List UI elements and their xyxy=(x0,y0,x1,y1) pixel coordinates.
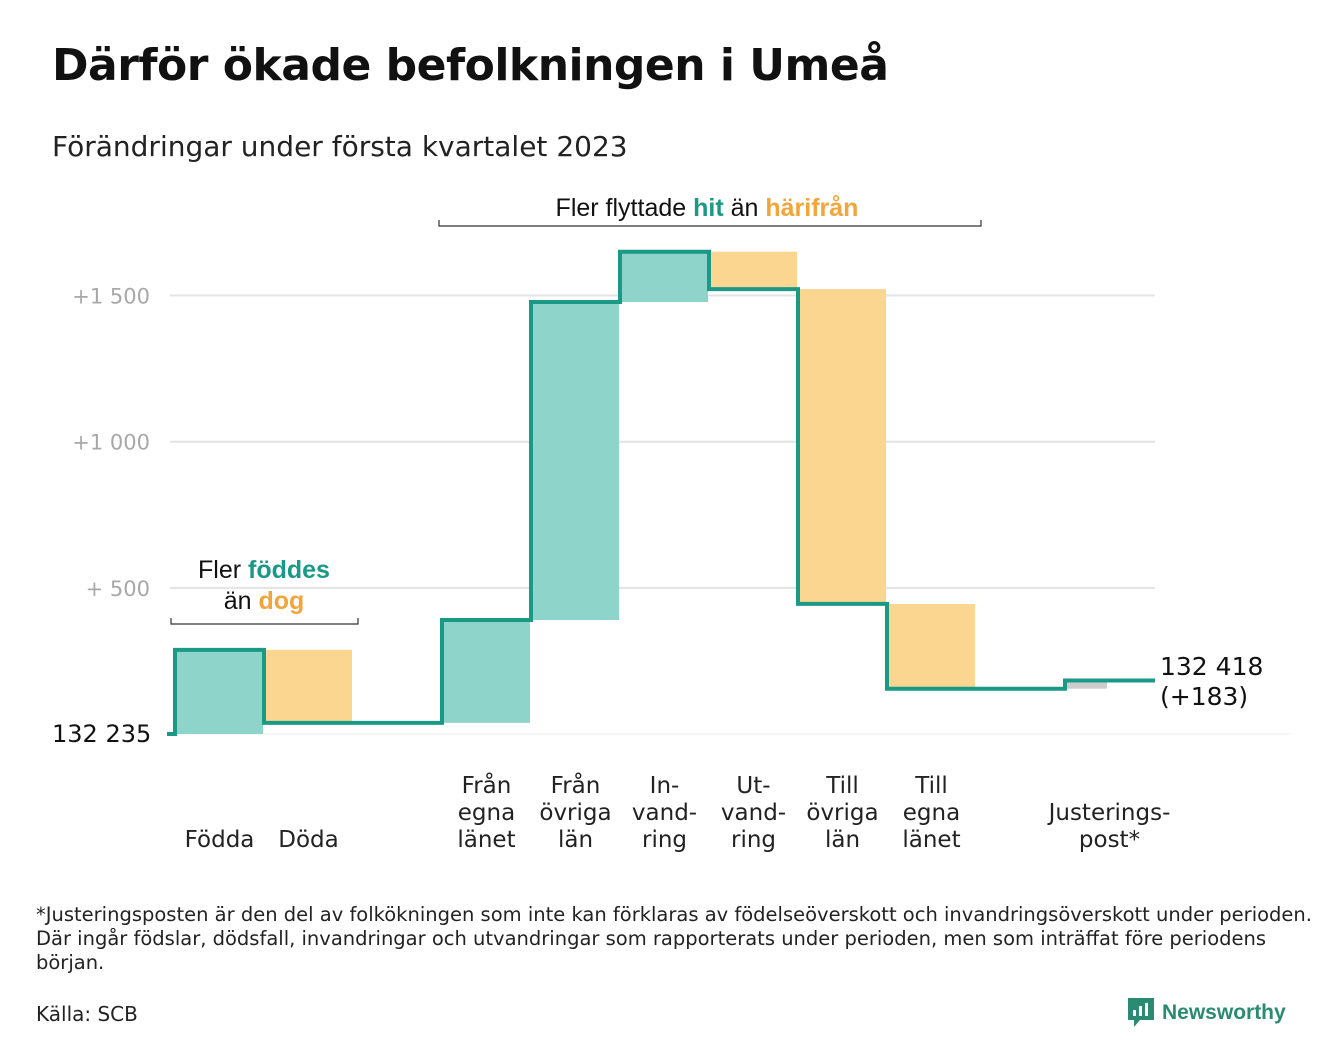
bar-increase xyxy=(531,301,619,621)
footnote: *Justeringsposten är den del av folkökni… xyxy=(36,903,1312,974)
annotation-segment-from: dog xyxy=(258,587,304,615)
bar-decrease xyxy=(709,251,797,290)
category-label: Till xyxy=(914,773,948,799)
bar-increase xyxy=(442,620,530,723)
category-label: vand- xyxy=(721,800,786,826)
category-label: övriga xyxy=(539,800,611,826)
baseline-label: 132 235 xyxy=(52,720,151,748)
category-label: egna xyxy=(903,800,960,826)
step-line xyxy=(167,249,1155,736)
annotation-migration-line: Fler flyttade hit än härifrån xyxy=(556,194,859,222)
annotation-segment-plain: Fler xyxy=(198,556,248,584)
end-change-label: (+183) xyxy=(1160,682,1248,711)
chart-title: Därför ökade befolkningen i Umeå xyxy=(52,40,889,91)
source-label: Källa: SCB xyxy=(36,1002,138,1026)
bar-decrease xyxy=(887,603,975,689)
bar-increase xyxy=(620,251,708,302)
bar-decrease xyxy=(798,289,886,604)
category-label: Födda xyxy=(185,827,255,853)
y-tick-label: + 500 xyxy=(86,577,150,601)
bar-decrease xyxy=(264,649,352,723)
brand-name: Newsworthy xyxy=(1162,1001,1286,1024)
annotation-segment-plain: än xyxy=(724,194,766,222)
brand-logo: Newsworthy xyxy=(1128,998,1286,1028)
bars xyxy=(175,251,1107,734)
category-label: Ut- xyxy=(736,773,770,799)
end-value-label: 132 418 xyxy=(1160,652,1263,681)
y-tick-label: +1 500 xyxy=(72,285,150,309)
annotation-segment-plain: än xyxy=(224,587,259,615)
annotation-births-line: Fler föddes xyxy=(198,556,330,584)
category-label: ring xyxy=(731,827,776,853)
annotation-segment-hit: hit xyxy=(693,194,724,222)
annotation-segment-from: härifrån xyxy=(765,194,858,222)
category-label: län xyxy=(558,827,593,853)
category-label: Döda xyxy=(278,827,338,853)
annotation-migration-bracket xyxy=(438,220,982,227)
category-label: In- xyxy=(650,773,680,799)
category-label: länet xyxy=(902,827,960,853)
newsworthy-logo-icon xyxy=(1128,998,1154,1027)
chart-subtitle: Förändringar under första kvartalet 2023 xyxy=(52,130,628,163)
category-label: län xyxy=(825,827,860,853)
category-label: övriga xyxy=(806,800,878,826)
step-line-group xyxy=(167,249,1155,736)
category-label: vand- xyxy=(632,800,697,826)
category-label: Från xyxy=(551,771,601,799)
category-label: Justerings- xyxy=(1047,800,1171,826)
category-label: ring xyxy=(642,827,687,853)
bar-adjustment xyxy=(1067,680,1107,689)
annotation-births-line: än dog xyxy=(224,587,305,615)
category-label: Till xyxy=(825,773,859,799)
y-tick-label: +1 000 xyxy=(72,431,150,455)
annotation-segment-hit: föddes xyxy=(248,556,330,584)
category-label: post* xyxy=(1079,827,1140,853)
category-label: egna xyxy=(458,800,515,826)
annotation-segment-plain: Fler flyttade xyxy=(556,194,694,222)
category-label: Från xyxy=(462,771,512,799)
bar-increase xyxy=(175,649,263,734)
category-label: länet xyxy=(457,827,515,853)
annotation-births-bracket xyxy=(170,618,359,625)
